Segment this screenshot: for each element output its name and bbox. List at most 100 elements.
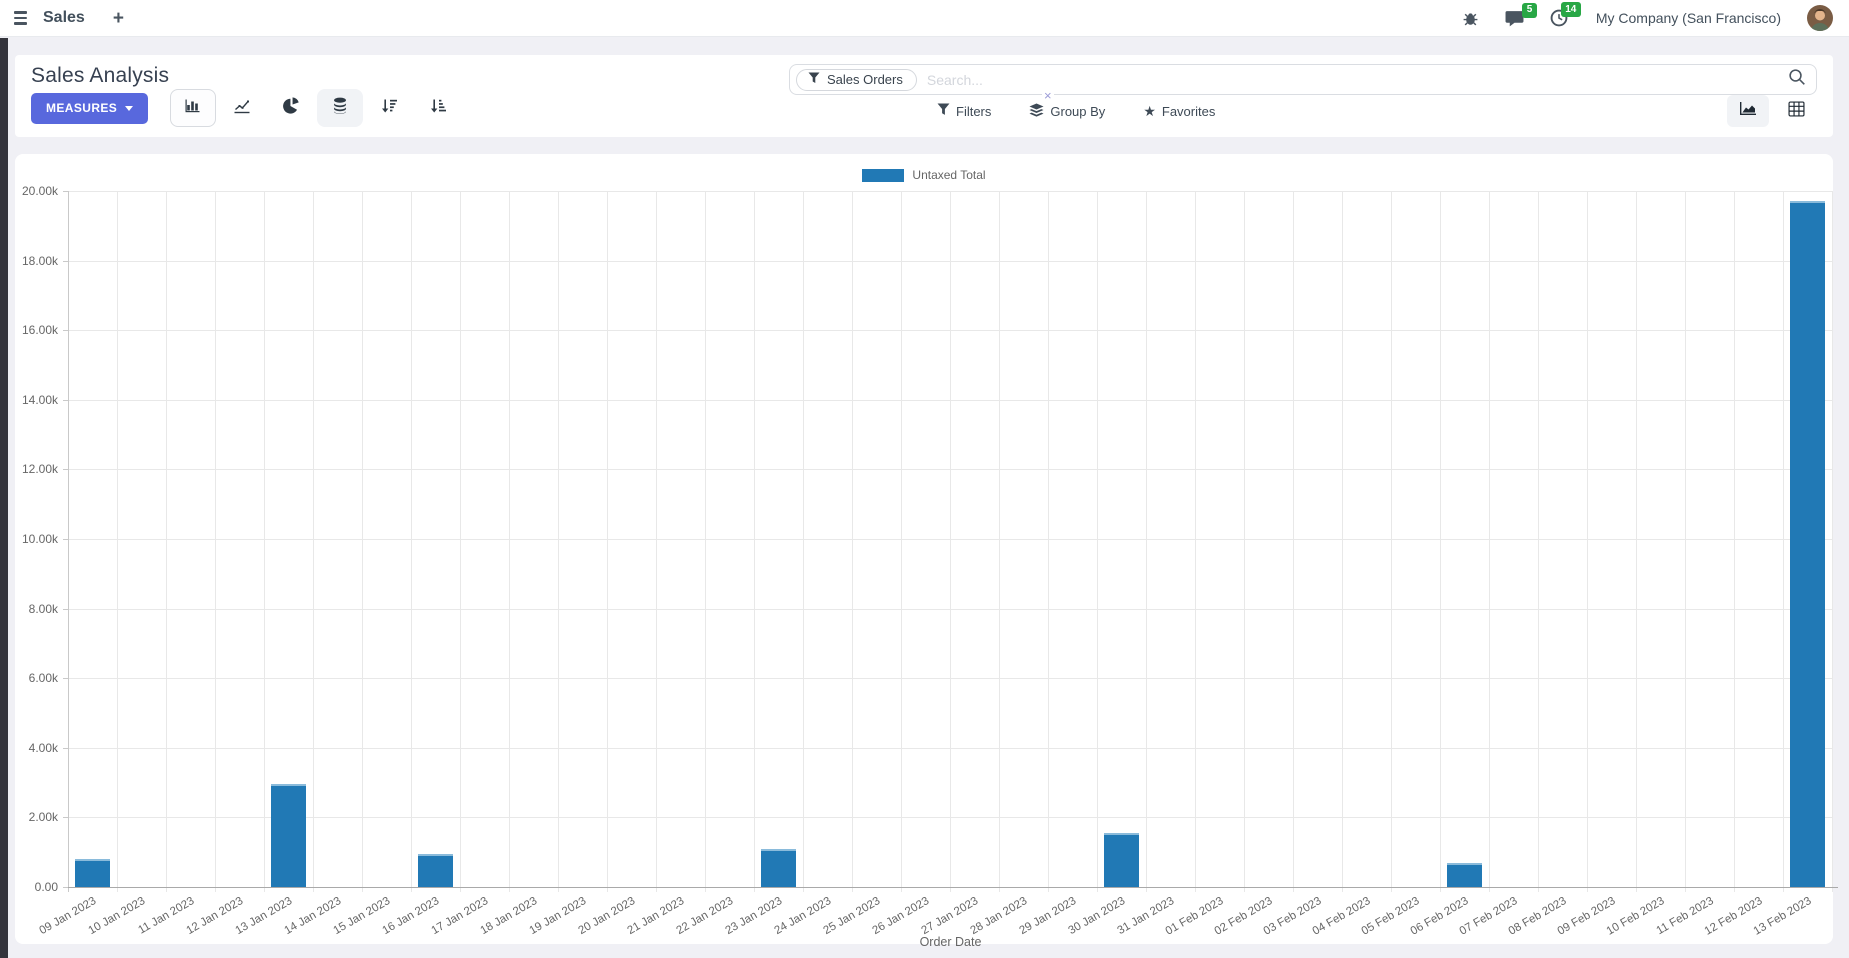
x-gridline — [214, 191, 216, 892]
x-gridline — [1783, 191, 1784, 892]
x-gridline — [655, 191, 657, 892]
app-name[interactable]: Sales — [43, 9, 85, 26]
y-axis-tick — [63, 330, 68, 332]
bar-chart-icon — [184, 98, 202, 119]
x-gridline — [1440, 191, 1441, 892]
page-title: Sales Analysis — [31, 64, 170, 87]
filters-dropdown[interactable]: Filters — [937, 103, 991, 119]
y-axis-tick — [63, 399, 68, 401]
y-axis-tick — [63, 191, 68, 192]
window-left-edge — [0, 38, 8, 958]
filters-label: Filters — [956, 103, 992, 119]
sort-amount-desc-icon — [381, 98, 398, 119]
pivot-view-button[interactable] — [1775, 95, 1817, 127]
x-gridline — [1048, 191, 1049, 892]
y-axis-label: 4.00k — [28, 740, 58, 755]
area-chart-icon — [1739, 101, 1757, 121]
measures-label: MEASURES — [46, 101, 118, 115]
new-tab-plus-icon[interactable]: + — [112, 7, 124, 29]
x-gridline — [411, 191, 412, 892]
x-gridline — [117, 191, 118, 892]
activities-clock-icon[interactable]: 14 — [1550, 2, 1581, 27]
x-gridline — [1097, 191, 1098, 892]
y-axis-label: 14.00k — [21, 392, 58, 407]
sort-descending-button[interactable] — [366, 89, 412, 127]
y-axis-tick — [63, 608, 68, 610]
x-gridline — [1342, 191, 1343, 892]
graph-view-button[interactable] — [1727, 95, 1769, 127]
legend-swatch — [862, 168, 905, 182]
chart-legend[interactable]: Untaxed Total — [15, 154, 1833, 185]
y-axis-label: 6.00k — [28, 671, 58, 686]
group-by-label: Group By — [1050, 103, 1106, 119]
y-axis-tick — [63, 747, 68, 749]
x-gridline — [460, 191, 461, 892]
bar-chart-button[interactable] — [170, 89, 217, 127]
measures-button[interactable]: MEASURES — [31, 92, 149, 124]
chevron-down-icon — [125, 105, 134, 111]
x-gridline — [1391, 191, 1392, 892]
x-gridline — [558, 191, 559, 892]
top-navbar: Sales + 5 14 My Company (San Francisco) — [0, 0, 1849, 37]
chart-bar[interactable] — [1104, 833, 1139, 887]
debug-bug-icon[interactable] — [1462, 10, 1479, 27]
x-gridline — [999, 191, 1000, 892]
chart-bar[interactable] — [1447, 862, 1482, 887]
x-gridline — [607, 191, 608, 892]
messages-badge: 5 — [1522, 2, 1537, 18]
sort-amount-asc-icon — [430, 98, 447, 119]
y-axis-tick — [63, 817, 68, 819]
facet-remove-icon[interactable]: × — [1042, 88, 1054, 103]
search-facet-label: Sales Orders — [827, 71, 903, 87]
x-gridline — [1832, 191, 1833, 892]
y-axis-label: 2.00k — [28, 810, 58, 825]
search-icon[interactable] — [1788, 68, 1806, 91]
chart-bar[interactable] — [418, 853, 453, 887]
search-bar[interactable]: Sales Orders × — [789, 64, 1817, 102]
line-chart-button[interactable] — [219, 89, 265, 127]
x-gridline — [361, 191, 363, 892]
chart-bar[interactable] — [1790, 201, 1825, 887]
x-gridline — [901, 191, 902, 892]
pivot-table-icon — [1787, 101, 1805, 122]
stacked-button[interactable] — [317, 89, 364, 127]
x-gridline — [1195, 191, 1196, 892]
x-gridline — [1293, 191, 1294, 892]
pie-chart-button[interactable] — [268, 89, 314, 127]
y-axis-label: 18.00k — [21, 253, 58, 268]
search-input[interactable] — [916, 71, 1788, 88]
x-gridline — [1685, 191, 1686, 892]
legend-label: Untaxed Total — [912, 168, 986, 182]
y-axis-label: 20.00k — [21, 184, 58, 198]
favorites-dropdown[interactable]: ★ Favorites — [1143, 103, 1215, 120]
search-facet-sales-orders[interactable]: Sales Orders — [796, 68, 917, 91]
x-gridline — [1146, 191, 1147, 892]
y-axis-label: 12.00k — [21, 462, 58, 477]
x-gridline — [264, 191, 265, 892]
y-axis-tick — [63, 469, 68, 471]
star-icon: ★ — [1143, 102, 1156, 119]
x-gridline — [754, 191, 755, 892]
x-gridline — [1734, 191, 1735, 892]
group-by-dropdown[interactable]: Group By — [1029, 102, 1106, 120]
x-gridline — [509, 191, 510, 892]
x-gridline — [1538, 191, 1539, 892]
activities-badge: 14 — [1560, 2, 1581, 17]
y-axis-tick — [63, 678, 68, 680]
x-gridline — [705, 191, 706, 892]
apps-menu-icon[interactable] — [12, 9, 29, 26]
x-gridline — [852, 191, 853, 892]
y-axis-tick — [63, 260, 68, 262]
company-switcher[interactable]: My Company (San Francisco) — [1595, 10, 1781, 26]
chart-bar[interactable] — [761, 848, 796, 887]
x-axis-line — [68, 887, 1838, 888]
sort-ascending-button[interactable] — [415, 89, 461, 127]
control-panel: Sales Analysis MEASURES — [15, 55, 1833, 137]
chart-bar[interactable] — [271, 784, 306, 887]
chart-bar[interactable] — [75, 859, 110, 887]
y-axis-label: 0.00 — [34, 880, 58, 894]
user-avatar[interactable] — [1807, 5, 1833, 31]
line-chart-icon — [233, 98, 251, 119]
database-stack-icon — [332, 97, 348, 119]
messages-icon[interactable]: 5 — [1505, 2, 1537, 27]
